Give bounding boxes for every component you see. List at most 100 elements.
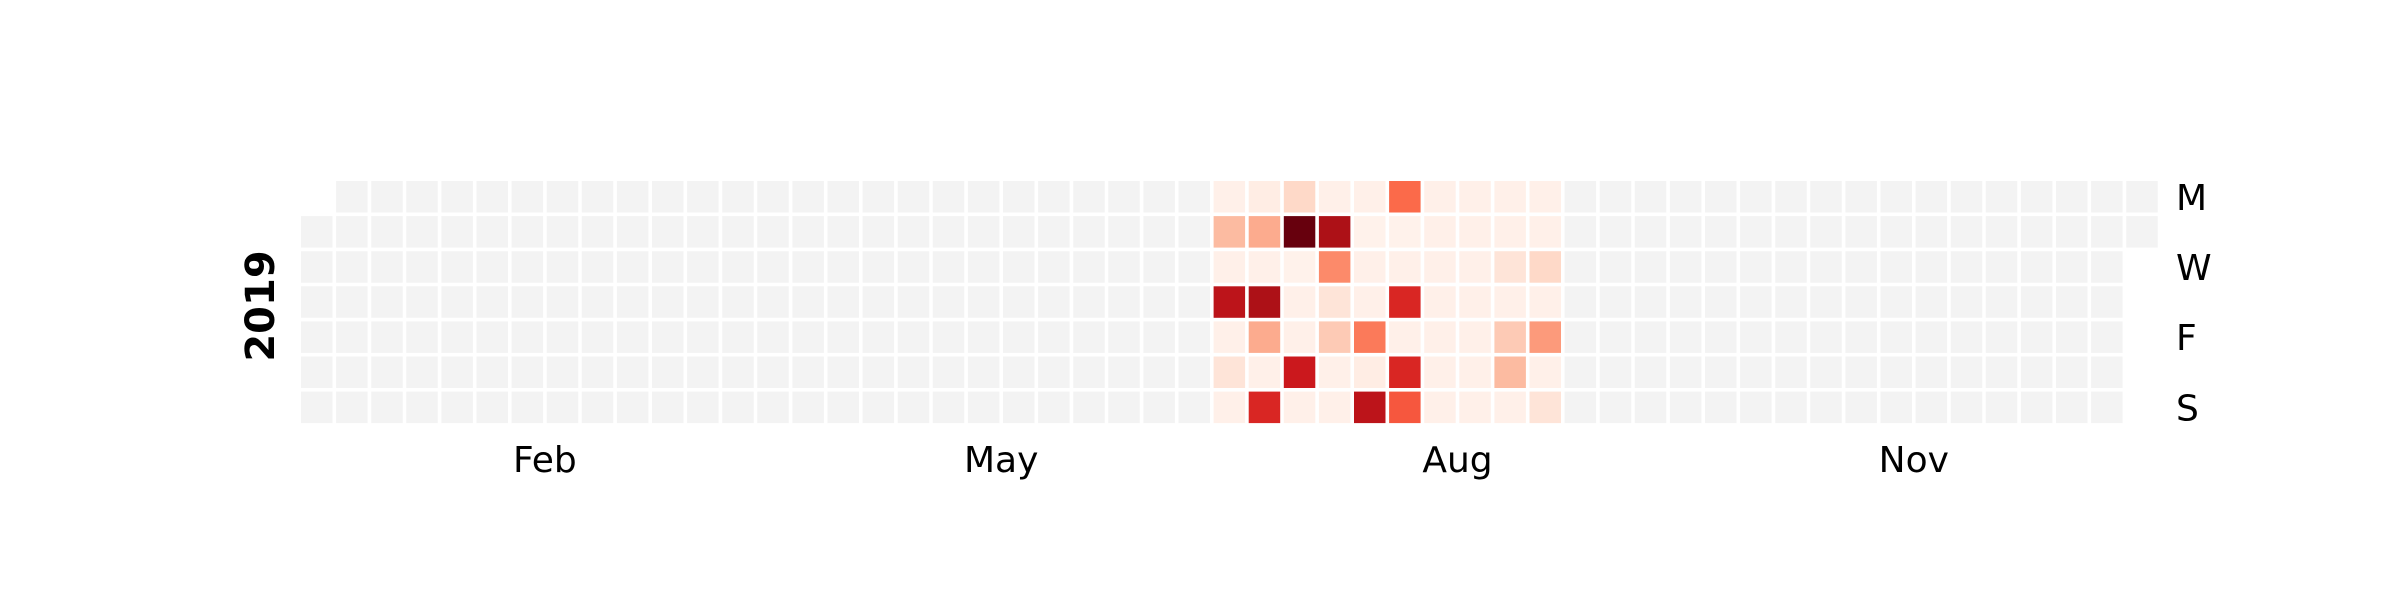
heatmap-cell: [1003, 216, 1035, 248]
heatmap-cell: [1810, 216, 1842, 248]
heatmap-cell: [1985, 251, 2018, 283]
heatmap-cell: [1950, 391, 1983, 424]
heatmap-cell: [2020, 321, 2053, 353]
heatmap-cell: [1950, 321, 1983, 353]
heatmap-cell: [1073, 286, 1105, 318]
heatmap-cell: [1634, 216, 1667, 248]
heatmap-cell: [722, 286, 754, 318]
heatmap-cell: [652, 251, 684, 283]
heatmap-cell: [687, 356, 719, 388]
heatmap-cell: [1775, 286, 1807, 318]
heatmap-cell: [897, 286, 930, 318]
heatmap-cell: [1985, 216, 2018, 248]
heatmap-cell: [1213, 286, 1246, 318]
heatmap-cell: [1845, 216, 1877, 248]
weekday-label: F: [2176, 318, 2197, 359]
heatmap-cell: [932, 391, 965, 424]
heatmap-cell: [827, 356, 859, 388]
heatmap-cell: [616, 321, 649, 353]
heatmap-cell: [1599, 391, 1632, 424]
heatmap-cell: [1003, 356, 1035, 388]
heatmap-cell: [967, 216, 1000, 248]
heatmap-cell: [862, 321, 895, 353]
heatmap-cell: [792, 356, 824, 388]
heatmap-cell: [1424, 286, 1456, 318]
heatmap-cell: [336, 216, 368, 248]
heatmap-cell: [2091, 181, 2123, 213]
heatmap-cell: [757, 216, 789, 248]
heatmap-cell: [1845, 321, 1877, 353]
heatmap-cell: [722, 356, 754, 388]
heatmap-cell: [371, 391, 403, 424]
heatmap-cell: [1564, 321, 1597, 353]
heatmap-cell: [1389, 181, 1421, 213]
heatmap-cell: [1108, 251, 1140, 283]
heatmap-cell: [757, 356, 789, 388]
heatmap-cell: [1459, 286, 1491, 318]
heatmap-cell: [1529, 181, 1561, 213]
heatmap-cell: [2020, 251, 2053, 283]
heatmap-cell: [897, 251, 930, 283]
heatmap-cell: [897, 216, 930, 248]
heatmap-cell: [2091, 356, 2123, 388]
heatmap-cell: [1073, 321, 1105, 353]
heatmap-cell: [1178, 181, 1210, 213]
heatmap-cell: [1634, 286, 1667, 318]
heatmap-cell: [1178, 286, 1210, 318]
heatmap-cell: [1845, 251, 1877, 283]
heatmap-cell: [1038, 321, 1070, 353]
heatmap-cell: [827, 391, 859, 424]
heatmap-cell: [1003, 391, 1035, 424]
heatmap-cell: [1775, 321, 1807, 353]
heatmap-cell: [546, 286, 579, 318]
heatmap-cell: [1740, 251, 1772, 283]
heatmap-cell: [581, 251, 614, 283]
heatmap-cell: [862, 391, 895, 424]
heatmap-cell: [371, 356, 403, 388]
heatmap-cell: [2020, 181, 2053, 213]
heatmap-cell: [1985, 181, 2018, 213]
heatmap-cell: [476, 216, 508, 248]
heatmap-cell: [406, 181, 438, 213]
heatmap-cell: [1634, 251, 1667, 283]
heatmap-cells: [301, 181, 2158, 424]
heatmap-cell: [1248, 286, 1281, 318]
heatmap-cell: [1845, 356, 1877, 388]
heatmap-cell: [722, 251, 754, 283]
heatmap-cell: [406, 391, 438, 424]
heatmap-cell: [1213, 216, 1246, 248]
heatmap-cell: [1740, 181, 1772, 213]
heatmap-cell: [1038, 251, 1070, 283]
heatmap-cell: [1248, 356, 1281, 388]
heatmap-cell: [301, 321, 333, 353]
heatmap-cell: [1318, 286, 1351, 318]
heatmap-cell: [1108, 321, 1140, 353]
heatmap-cell: [1389, 391, 1421, 424]
heatmap-cell: [1705, 286, 1737, 318]
heatmap-cell: [476, 286, 508, 318]
heatmap-cell: [1775, 356, 1807, 388]
heatmap-cell: [1985, 356, 2018, 388]
heatmap-cell: [1143, 181, 1175, 213]
heatmap-cell: [546, 181, 579, 213]
heatmap-cell: [581, 391, 614, 424]
heatmap-cell: [1599, 321, 1632, 353]
heatmap-cell: [1003, 251, 1035, 283]
heatmap-cell: [1003, 181, 1035, 213]
heatmap-cell: [1494, 391, 1526, 424]
heatmap-cell: [1985, 286, 2018, 318]
heatmap-cell: [1950, 356, 1983, 388]
heatmap-cell: [1318, 356, 1351, 388]
heatmap-cell: [406, 356, 438, 388]
month-label: May: [964, 440, 1038, 481]
heatmap-cell: [1810, 321, 1842, 353]
heatmap-cell: [2056, 216, 2088, 248]
heatmap-cell: [1108, 391, 1140, 424]
heatmap-cell: [687, 251, 719, 283]
heatmap-cell: [827, 251, 859, 283]
heatmap-cell: [441, 286, 473, 318]
heatmap-cell: [1810, 391, 1842, 424]
heatmap-cell: [652, 356, 684, 388]
